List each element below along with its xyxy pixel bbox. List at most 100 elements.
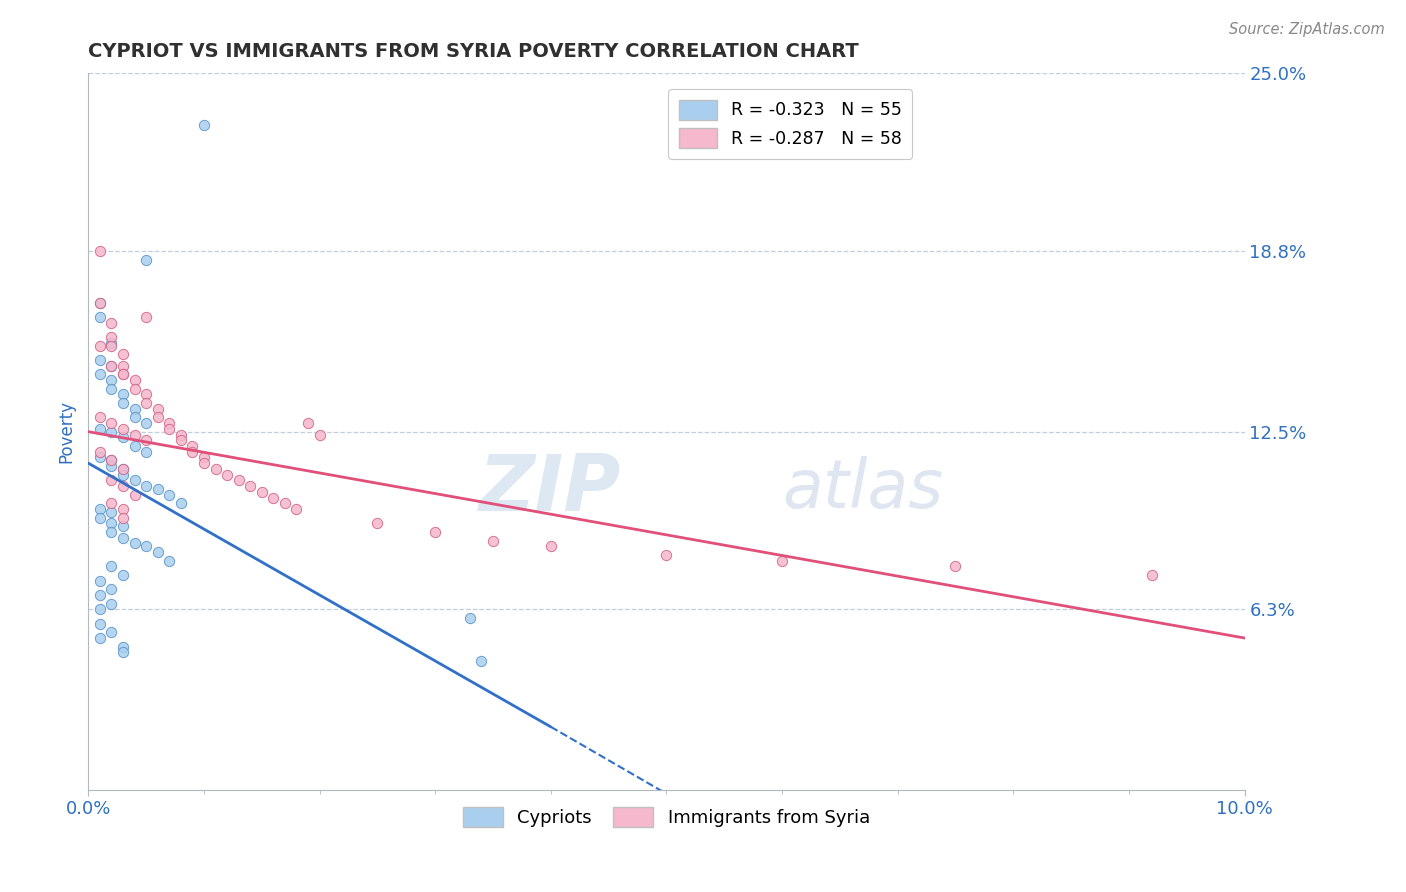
Point [100,496,122,510]
Point [170,434,193,448]
Point [89,339,111,353]
Point [89,310,111,324]
Point [135,479,157,493]
Point [100,474,122,488]
Point [239,479,262,493]
Point [217,467,239,482]
Point [157,488,180,502]
Point [89,574,111,588]
Text: Source: ZipAtlas.com: Source: ZipAtlas.com [1229,22,1385,37]
Point [112,645,135,659]
Point [100,425,122,439]
Text: ZIP: ZIP [478,451,620,527]
Point [146,545,169,559]
Point [100,597,122,611]
Point [124,474,146,488]
Point [170,496,193,510]
Point [146,482,169,496]
Point [89,295,111,310]
Point [89,368,111,382]
Point [100,582,122,597]
Point [100,625,122,640]
Point [112,568,135,582]
Point [89,502,111,516]
Point [193,456,215,470]
Point [157,422,180,436]
Point [89,244,111,259]
Point [100,453,122,467]
Point [100,416,122,430]
Point [170,427,193,442]
Point [135,434,157,448]
Point [89,353,111,368]
Text: atlas: atlas [782,456,943,522]
Point [112,510,135,524]
Point [112,462,135,476]
Point [124,373,146,387]
Point [100,330,122,344]
Point [112,396,135,410]
Point [112,531,135,545]
Point [228,474,250,488]
Point [124,536,146,550]
Point [124,488,146,502]
Point [100,382,122,396]
Point [1140,568,1163,582]
Point [146,410,169,425]
Point [157,554,180,568]
Point [135,396,157,410]
Point [124,382,146,396]
Point [100,505,122,519]
Point [89,588,111,602]
Point [100,316,122,330]
Point [181,444,204,458]
Point [89,444,111,458]
Point [112,368,135,382]
Point [100,559,122,574]
Point [112,479,135,493]
Point [100,359,122,373]
Point [89,631,111,645]
Point [112,519,135,533]
Point [112,422,135,436]
Point [112,387,135,401]
Point [193,118,215,132]
Point [297,416,319,430]
Point [100,339,122,353]
Point [89,410,111,425]
Point [89,295,111,310]
Point [135,387,157,401]
Point [285,502,308,516]
Point [540,539,562,553]
Point [89,450,111,465]
Point [181,439,204,453]
Point [262,491,284,505]
Point [89,602,111,616]
Point [100,516,122,531]
Point [124,410,146,425]
Point [112,359,135,373]
Point [655,548,678,562]
Point [135,252,157,267]
Point [204,462,226,476]
Point [193,450,215,465]
Point [250,484,273,499]
Text: CYPRIOT VS IMMIGRANTS FROM SYRIA POVERTY CORRELATION CHART: CYPRIOT VS IMMIGRANTS FROM SYRIA POVERTY… [89,42,859,61]
Point [157,416,180,430]
Point [100,359,122,373]
Point [482,533,505,548]
Point [100,453,122,467]
Point [425,524,447,539]
Point [112,502,135,516]
Point [89,510,111,524]
Point [124,427,146,442]
Point [135,310,157,324]
Point [135,444,157,458]
Point [124,439,146,453]
Point [135,416,157,430]
Point [366,516,388,531]
Point [89,616,111,631]
Point [458,611,481,625]
Point [146,401,169,416]
Point [112,368,135,382]
